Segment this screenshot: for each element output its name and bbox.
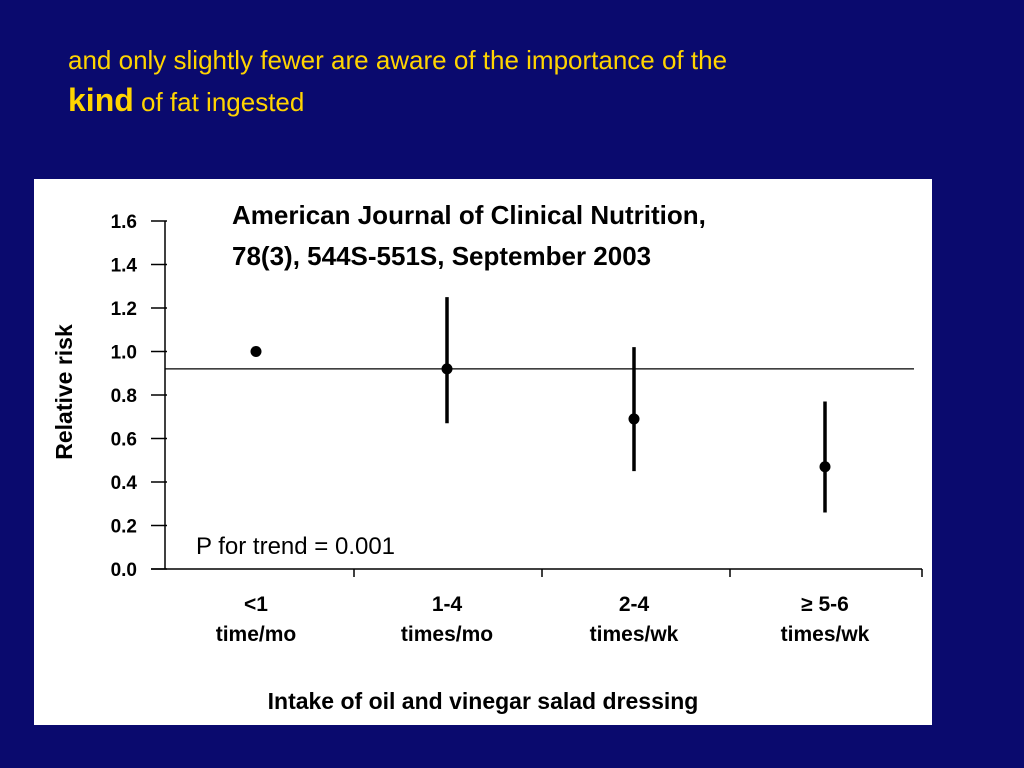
- citation-line1: American Journal of Clinical Nutrition,: [232, 200, 706, 230]
- slide-title: and only slightly fewer are aware of the…: [68, 40, 968, 122]
- y-axis-label: Relative risk: [51, 324, 77, 460]
- x-category-label: times/wk: [781, 623, 870, 646]
- y-tick-label: 0.2: [111, 517, 137, 538]
- x-category-label: 2-4: [619, 593, 650, 616]
- chart-panel: American Journal of Clinical Nutrition, …: [34, 179, 932, 725]
- x-category-label: <1: [244, 593, 268, 616]
- y-tick-label: 1.2: [111, 299, 137, 320]
- y-tick-label: 0.0: [111, 560, 137, 581]
- risk-point: [441, 363, 453, 375]
- x-category-label: times/mo: [401, 623, 493, 646]
- y-tick-label: 1.6: [111, 212, 137, 233]
- y-tick-label: 0.8: [111, 386, 137, 407]
- p-trend-annotation: P for trend = 0.001: [196, 533, 395, 560]
- risk-point: [628, 413, 640, 425]
- y-tick-label: 1.0: [111, 343, 137, 364]
- title-line1: and only slightly fewer are aware of the…: [68, 45, 728, 75]
- x-axis-label: Intake of oil and vinegar salad dressing: [268, 688, 699, 714]
- risk-point: [250, 346, 262, 357]
- x-category-label: 1-4: [432, 593, 463, 616]
- y-tick-label: 1.4: [111, 256, 138, 277]
- y-tick-label: 0.4: [111, 473, 138, 494]
- x-category-label: ≥ 5-6: [801, 593, 849, 616]
- x-category-label: time/mo: [216, 623, 297, 646]
- title-emphasis: kind: [68, 82, 134, 118]
- citation-line2: 78(3), 544S-551S, September 2003: [232, 241, 651, 271]
- relative-risk-chart: American Journal of Clinical Nutrition, …: [51, 200, 923, 714]
- risk-point: [819, 461, 831, 473]
- title-rest: of fat ingested: [141, 87, 305, 117]
- y-tick-label: 0.6: [111, 430, 137, 451]
- x-category-label: times/wk: [590, 623, 679, 646]
